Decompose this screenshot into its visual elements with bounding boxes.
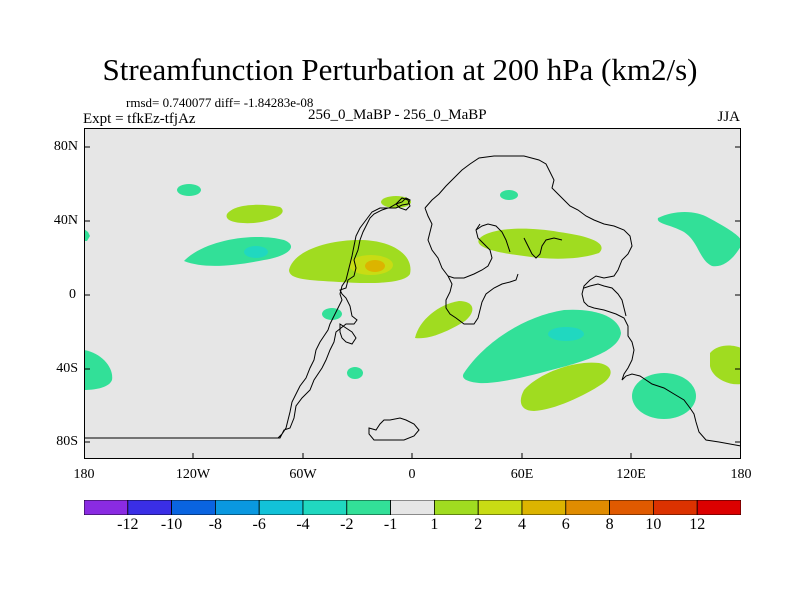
contour-blob xyxy=(462,309,621,384)
contour-blob xyxy=(500,190,518,200)
contour-blob xyxy=(415,301,473,339)
contour-blob xyxy=(478,228,602,259)
colorbar-label: 10 xyxy=(645,516,662,533)
contour-blob xyxy=(84,229,90,241)
colorbar-swatch xyxy=(696,500,741,515)
contour-blob xyxy=(84,350,113,390)
stats-text: rmsd= 0.740077 diff= -1.84283e-08 xyxy=(126,95,314,110)
contour-blob xyxy=(184,236,292,266)
case-label: 256_0_MaBP - 256_0_MaBP xyxy=(308,107,487,123)
coastline-arabia xyxy=(475,223,511,253)
contour-blob xyxy=(244,246,268,258)
y-tick-label: 0 xyxy=(69,287,76,302)
coastline-africa-south xyxy=(445,273,519,325)
contour-blob xyxy=(548,327,584,341)
coastline-americas xyxy=(84,197,411,439)
colorbar-swatch xyxy=(127,500,172,515)
colorbar-swatch xyxy=(477,500,523,515)
y-tick-label: 80S xyxy=(56,434,78,449)
coastline-eurasia-africa xyxy=(424,155,741,447)
contour-fills xyxy=(84,184,741,419)
map-background xyxy=(84,128,741,459)
contour-blob xyxy=(226,204,283,224)
colorbar-label: 12 xyxy=(689,516,706,533)
colorbar xyxy=(84,500,741,515)
colorbar-swatch xyxy=(171,500,216,515)
colorbar-swatch xyxy=(653,500,698,515)
y-tick-label: 80N xyxy=(53,139,78,154)
colorbar-swatch xyxy=(214,500,260,515)
coastline-antarctic-isle xyxy=(368,417,420,441)
x-tick-label: 120E xyxy=(616,467,646,482)
colorbar-label: 1 xyxy=(430,516,439,533)
colorbar-label: -1 xyxy=(383,516,398,533)
colorbar-label: 2 xyxy=(474,516,483,533)
colorbar-swatch xyxy=(433,500,479,515)
contour-blob xyxy=(710,345,741,385)
contour-map xyxy=(84,128,741,459)
contour-blob xyxy=(347,367,363,379)
colorbar-label: -2 xyxy=(340,516,354,533)
coastline-australia xyxy=(583,283,627,317)
colorbar-swatch xyxy=(390,500,435,515)
x-tick-label: 60W xyxy=(289,467,317,482)
colorbar-swatch xyxy=(258,500,304,515)
colorbar-swatch xyxy=(609,500,654,515)
contour-blob xyxy=(657,212,741,267)
coastline-small-island xyxy=(339,323,357,345)
colorbar-label: 6 xyxy=(561,516,570,533)
colorbar-label: -8 xyxy=(208,516,223,533)
y-tick-label: 40N xyxy=(53,213,78,228)
colorbar-label: -6 xyxy=(252,516,266,533)
contour-blob xyxy=(177,184,201,196)
coastline-india xyxy=(523,237,563,259)
colorbar-label: -12 xyxy=(117,516,139,533)
x-tick-label: 120W xyxy=(175,467,211,482)
experiment-label: Expt = tfkEz-tfjAz xyxy=(83,111,196,127)
coastlines xyxy=(84,155,741,447)
contour-blob xyxy=(322,308,342,320)
x-tick-label: 180 xyxy=(730,467,752,482)
colorbar-swatch xyxy=(84,500,129,515)
colorbar-label: 4 xyxy=(518,516,526,533)
x-tick-label: 180 xyxy=(73,467,95,482)
x-tick-label: 60E xyxy=(510,467,534,482)
plot-title: Streamfunction Perturbation at 200 hPa (… xyxy=(102,52,698,87)
coastline-iberia xyxy=(395,197,411,211)
map-ticks xyxy=(84,146,741,459)
coastline-africa-west xyxy=(424,207,493,279)
contour-blob xyxy=(520,362,611,411)
colorbar-swatch xyxy=(346,500,391,515)
x-tick-label: 0 xyxy=(408,467,416,482)
season-label: JJA xyxy=(717,109,740,125)
colorbar-swatch xyxy=(565,500,610,515)
contour-blob xyxy=(365,260,385,272)
colorbar-swatch xyxy=(302,500,348,515)
colorbar-label: -10 xyxy=(160,516,183,533)
colorbar-label: -4 xyxy=(296,516,310,533)
colorbar-label: 8 xyxy=(605,516,614,533)
colorbar-swatch xyxy=(521,500,567,515)
y-tick-label: 40S xyxy=(56,361,78,376)
contour-blob xyxy=(632,373,696,419)
